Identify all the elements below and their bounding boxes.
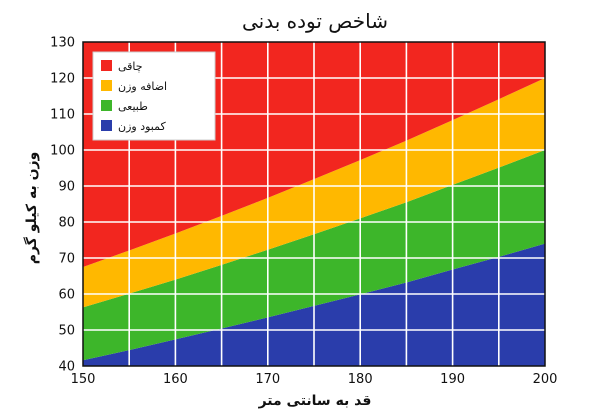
x-tick-label: 180 <box>348 372 373 387</box>
legend: چاقی اضافه وزن طبیعی کمبود وزن <box>92 51 216 141</box>
y-tick-label: 40 <box>58 360 75 375</box>
x-tick-label: 160 <box>163 372 188 387</box>
y-tick-label: 80 <box>58 216 75 231</box>
legend-label: اضافه وزن <box>118 80 167 93</box>
legend-box <box>92 51 216 141</box>
x-tick-label: 170 <box>255 372 280 387</box>
legend-label: طبیعی <box>118 100 148 113</box>
legend-label: چاقی <box>118 60 143 73</box>
y-tick-label: 60 <box>58 288 75 303</box>
y-tick-label: 130 <box>50 36 75 51</box>
y-axis-label: وزن به کیلو گرم <box>23 152 40 265</box>
y-tick-label: 50 <box>58 324 75 339</box>
x-tick-label: 150 <box>71 372 96 387</box>
x-axis-ticks: 150 160 170 180 190 200 <box>71 372 558 387</box>
x-tick-label: 190 <box>440 372 465 387</box>
plot-border <box>82 41 546 367</box>
y-tick-label: 70 <box>58 252 75 267</box>
x-axis-label: قد به سانتی متر <box>258 393 372 409</box>
y-tick-label: 100 <box>50 144 75 159</box>
legend-swatch <box>101 80 112 91</box>
chart-title: شاخص توده بدنی <box>242 9 388 33</box>
area-band-0 <box>83 243 545 366</box>
legend-swatch <box>101 60 112 71</box>
legend-label: کمبود وزن <box>118 120 166 133</box>
legend-swatch <box>101 120 112 131</box>
x-tick-label: 200 <box>533 372 558 387</box>
y-axis-ticks: 40 50 60 70 80 90 100 110 120 130 <box>50 36 75 375</box>
y-tick-label: 110 <box>50 108 75 123</box>
legend-swatch <box>101 100 112 111</box>
y-tick-label: 90 <box>58 180 75 195</box>
legend-items: چاقی اضافه وزن طبیعی کمبود وزن <box>101 60 167 133</box>
y-tick-label: 120 <box>50 72 75 87</box>
